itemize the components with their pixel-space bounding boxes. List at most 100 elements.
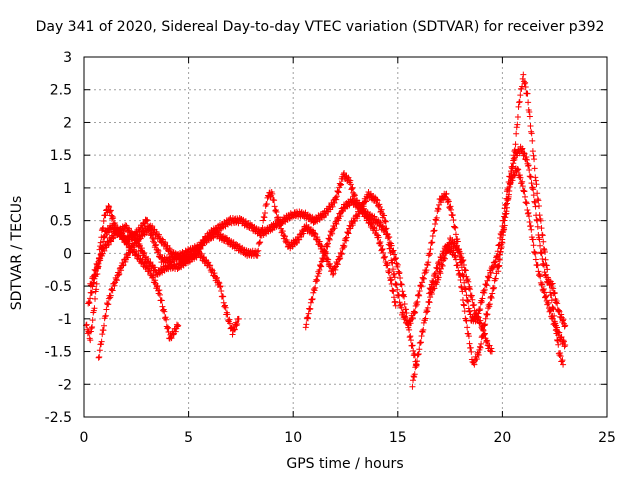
data-point: [96, 353, 103, 360]
data-point: [385, 234, 392, 241]
data-point: [375, 234, 382, 241]
data-point: [97, 257, 104, 264]
data-point: [83, 321, 90, 328]
data-point: [332, 266, 339, 273]
data-point: [107, 207, 114, 214]
data-point: [478, 298, 485, 305]
data-point: [454, 238, 461, 245]
data-point: [456, 270, 463, 277]
x-axis-label: GPS time / hours: [286, 456, 404, 472]
data-point: [429, 232, 436, 239]
y-tick-label: 2: [63, 115, 72, 131]
data-point: [273, 209, 280, 216]
data-point: [468, 293, 475, 300]
data-point: [505, 195, 512, 202]
y-tick-label: -0.5: [45, 279, 72, 295]
data-point: [502, 201, 509, 208]
data-point: [358, 204, 365, 211]
data-point: [501, 217, 508, 224]
data-point: [272, 207, 279, 214]
data-point: [164, 325, 171, 332]
data-point: [524, 207, 531, 214]
data-point: [562, 342, 569, 348]
data-point: [523, 200, 530, 207]
data-point: [443, 190, 450, 197]
data-point: [557, 353, 564, 360]
data-point: [532, 174, 539, 181]
data-point: [92, 267, 99, 274]
data-point: [509, 177, 516, 184]
data-point: [424, 304, 431, 311]
data-point: [512, 141, 519, 148]
data-point: [432, 216, 439, 223]
data-point: [407, 333, 414, 340]
data-point: [213, 275, 220, 282]
data-point: [227, 320, 234, 327]
data-point: [483, 337, 490, 344]
data-point: [276, 222, 283, 229]
data-point: [257, 239, 264, 246]
data-point: [550, 285, 557, 292]
data-point: [159, 303, 166, 310]
data-point: [534, 262, 541, 269]
data-point: [96, 347, 103, 354]
data-point: [450, 247, 457, 254]
data-point: [390, 294, 397, 301]
data-point: [378, 206, 385, 213]
data-point: [307, 305, 314, 312]
data-point: [312, 284, 319, 291]
data-point: [109, 235, 116, 242]
data-point: [413, 362, 420, 369]
data-point: [427, 246, 434, 253]
data-point: [488, 348, 495, 355]
data-point: [533, 216, 540, 223]
data-point: [538, 281, 545, 288]
data-point: [544, 266, 551, 273]
data-point: [551, 321, 558, 328]
data-point: [316, 238, 323, 245]
data-point: [468, 292, 475, 299]
data-point: [537, 242, 544, 249]
data-point: [465, 285, 472, 292]
data-point: [542, 256, 549, 263]
data-point: [412, 303, 419, 310]
data-point: [138, 232, 145, 239]
data-point: [382, 218, 389, 225]
data-point: [492, 275, 499, 282]
y-tick-label: -2: [58, 377, 72, 393]
data-point: [486, 303, 493, 310]
data-point: [540, 286, 547, 293]
data-point: [498, 244, 505, 251]
y-tick-label: 0.5: [50, 214, 72, 230]
data-point: [329, 230, 336, 237]
data-point: [421, 270, 428, 277]
data-point: [337, 213, 344, 220]
data-point: [560, 361, 567, 368]
data-point: [349, 222, 356, 229]
data-point: [93, 286, 100, 293]
data-point: [391, 251, 398, 258]
data-point: [429, 279, 436, 286]
data-point: [100, 233, 107, 240]
data-point: [110, 234, 117, 241]
data-point: [377, 238, 384, 245]
data-point: [338, 250, 345, 257]
data-point: [422, 315, 429, 322]
data-point: [514, 165, 521, 172]
data-point: [486, 301, 493, 308]
data-point: [532, 177, 539, 184]
data-point: [314, 234, 321, 241]
data-point: [99, 331, 106, 338]
data-point: [530, 186, 537, 193]
data-point: [91, 305, 98, 312]
data-point: [88, 289, 95, 296]
data-point: [489, 263, 496, 270]
data-point: [530, 152, 537, 159]
data-point: [307, 299, 314, 306]
data-point: [511, 171, 518, 178]
data-point: [484, 337, 491, 344]
data-point: [282, 233, 289, 240]
data-point: [152, 242, 159, 249]
data-point: [216, 280, 223, 287]
data-point: [478, 334, 485, 341]
